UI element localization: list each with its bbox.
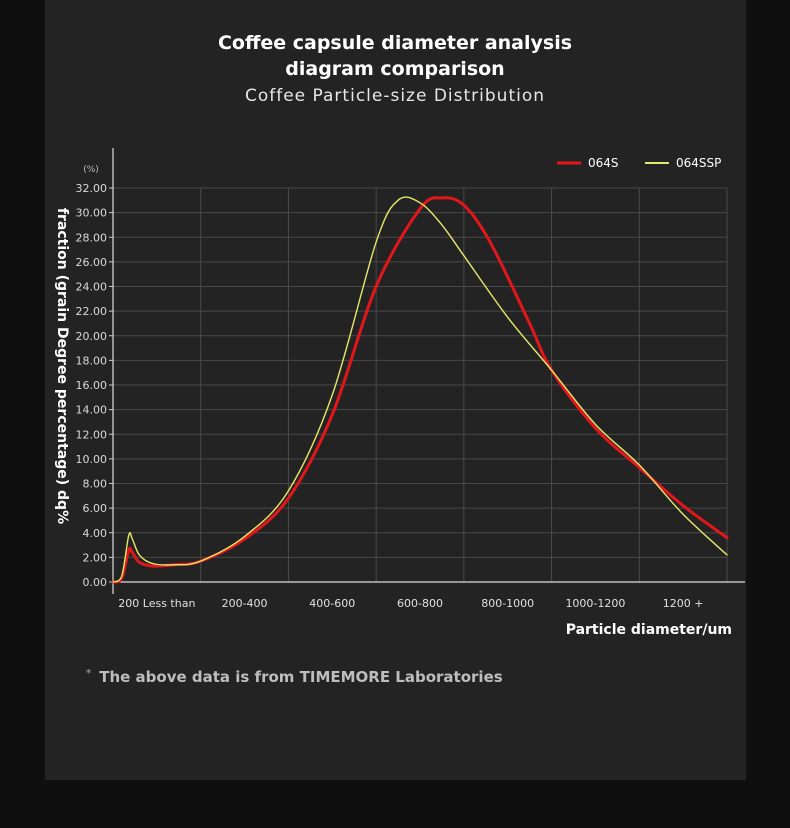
chart-panel bbox=[45, 0, 746, 780]
y-tick-label: 12.00 bbox=[76, 428, 108, 441]
y-tick-label: 4.00 bbox=[83, 527, 108, 540]
y-tick-label: 6.00 bbox=[83, 502, 108, 515]
legend-label-064s: 064S bbox=[588, 156, 619, 170]
note-asterisk: * bbox=[86, 668, 92, 679]
series-lines bbox=[111, 196, 729, 584]
note-text: The above data is from TIMEMORE Laborato… bbox=[99, 668, 503, 686]
y-tick-label: 24.00 bbox=[76, 281, 108, 294]
y-tick-label: 32.00 bbox=[76, 182, 108, 195]
y-tick-label: 26.00 bbox=[76, 256, 108, 269]
page-title: Coffee capsule diameter analysis diagram… bbox=[0, 30, 790, 82]
y-tick-label: 28.00 bbox=[76, 231, 108, 244]
y-tick-label: 14.00 bbox=[76, 404, 108, 417]
title-line-1: Coffee capsule diameter analysis bbox=[217, 32, 573, 54]
y-tick-label: 20.00 bbox=[76, 330, 108, 343]
x-tick-label: 600-800 bbox=[397, 597, 443, 610]
series-line-064s bbox=[111, 196, 729, 584]
chart-subtitle: Coffee Particle-size Distribution bbox=[244, 86, 546, 106]
y-unit-label: (%) bbox=[83, 165, 99, 175]
y-tick-label: 0.00 bbox=[83, 576, 108, 589]
x-tick-label: 1200 + bbox=[663, 597, 704, 610]
y-tick-label: 16.00 bbox=[76, 379, 108, 392]
grid bbox=[112, 187, 728, 583]
y-tick-label: 18.00 bbox=[76, 354, 108, 367]
y-tick-labels: 0.00 2.00 4.00 6.00 8.00 10.00 12.00 14.00 16.00… bbox=[76, 182, 108, 589]
legend-label-064ssp: 064SSP bbox=[676, 156, 721, 170]
y-tick-label: 30.00 bbox=[76, 207, 108, 220]
y-tick-label: 10.00 bbox=[76, 453, 108, 466]
title-line-2: diagram comparison bbox=[285, 58, 505, 80]
x-tick-label: 1000-1200 bbox=[565, 597, 625, 610]
series-line-064ssp bbox=[112, 196, 728, 583]
x-tick-labels: 200 Less than 200-400 400-600 600-800 800-10… bbox=[118, 597, 703, 610]
y-tick-label: 2.00 bbox=[83, 551, 108, 564]
data-source-note: * The above data is from TIMEMORE Laborat… bbox=[86, 668, 503, 686]
x-tick-label: 400-600 bbox=[309, 597, 355, 610]
x-tick-label: 800-1000 bbox=[481, 597, 534, 610]
y-tick-label: 22.00 bbox=[76, 305, 108, 318]
y-axis-label: fraction (grain Degree percentage) dq% bbox=[54, 208, 70, 524]
x-tick-label: 200-400 bbox=[222, 597, 268, 610]
axes bbox=[109, 148, 745, 594]
x-axis-label: Particle diameter/um bbox=[566, 622, 732, 638]
y-tick-label: 8.00 bbox=[83, 478, 108, 491]
x-tick-label: 200 Less than bbox=[118, 597, 195, 610]
legend: 064S 064SSP bbox=[557, 156, 721, 170]
